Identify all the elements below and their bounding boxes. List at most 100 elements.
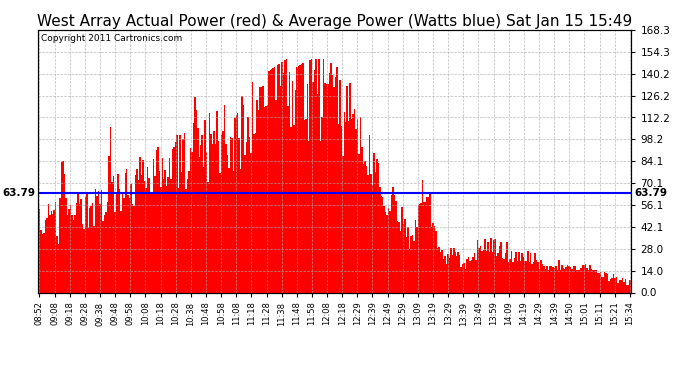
Bar [114, 212, 116, 292]
Bar [106, 212, 107, 292]
Bar [141, 175, 142, 292]
Bar [279, 64, 280, 292]
Bar [287, 106, 289, 292]
Bar [379, 187, 380, 292]
Bar [59, 198, 61, 292]
Bar [370, 174, 372, 292]
Bar [132, 204, 133, 292]
Bar [301, 64, 302, 292]
Bar [404, 219, 406, 292]
Bar [209, 113, 210, 292]
Bar [597, 273, 598, 292]
Bar [526, 261, 527, 292]
Bar [518, 252, 520, 292]
Bar [66, 198, 67, 292]
Bar [402, 207, 403, 292]
Bar [536, 260, 538, 292]
Bar [336, 66, 337, 292]
Bar [362, 147, 363, 292]
Bar [283, 73, 284, 292]
Bar [558, 260, 560, 292]
Bar [230, 136, 231, 292]
Bar [375, 172, 376, 292]
Bar [529, 262, 530, 292]
Bar [200, 146, 201, 292]
Bar [583, 265, 584, 292]
Bar [413, 241, 415, 292]
Bar [306, 84, 308, 292]
Bar [560, 270, 561, 292]
Bar [76, 203, 77, 292]
Bar [320, 141, 322, 292]
Bar [55, 202, 57, 292]
Bar [576, 270, 578, 292]
Bar [331, 63, 332, 292]
Bar [376, 159, 377, 292]
Bar [218, 141, 219, 292]
Bar [252, 82, 253, 292]
Bar [168, 177, 169, 292]
Text: 63.79: 63.79 [634, 188, 667, 198]
Bar [475, 260, 477, 292]
Bar [129, 198, 130, 292]
Bar [341, 126, 342, 292]
Bar [206, 152, 208, 292]
Bar [539, 268, 540, 292]
Bar [187, 178, 188, 292]
Bar [222, 130, 224, 292]
Bar [622, 278, 623, 292]
Bar [620, 280, 622, 292]
Bar [243, 105, 244, 292]
Bar [201, 135, 203, 292]
Bar [299, 64, 301, 292]
Bar [275, 100, 277, 292]
Bar [508, 262, 509, 292]
Bar [58, 244, 59, 292]
Bar [337, 124, 339, 292]
Bar [366, 166, 367, 292]
Bar [363, 164, 364, 292]
Bar [406, 237, 407, 292]
Bar [221, 135, 222, 292]
Bar [551, 266, 552, 292]
Bar [460, 267, 462, 292]
Bar [462, 264, 464, 292]
Bar [249, 136, 250, 292]
Bar [355, 129, 357, 292]
Bar [99, 204, 101, 292]
Bar [71, 215, 72, 292]
Bar [415, 220, 416, 292]
Bar [495, 239, 496, 292]
Bar [313, 82, 314, 292]
Bar [332, 75, 333, 292]
Bar [79, 204, 80, 292]
Bar [380, 196, 382, 292]
Bar [277, 65, 279, 292]
Bar [326, 84, 327, 292]
Bar [524, 261, 526, 292]
Bar [555, 266, 557, 292]
Bar [484, 239, 486, 292]
Bar [451, 255, 453, 292]
Bar [515, 252, 517, 292]
Bar [384, 206, 385, 292]
Bar [273, 68, 274, 292]
Bar [434, 226, 435, 292]
Bar [147, 167, 148, 292]
Bar [225, 144, 226, 292]
Bar [322, 117, 323, 292]
Bar [522, 257, 524, 292]
Bar [593, 270, 595, 292]
Bar [203, 167, 204, 292]
Bar [408, 249, 410, 292]
Bar [271, 69, 273, 292]
Bar [453, 248, 455, 292]
Bar [531, 264, 533, 292]
Bar [386, 215, 388, 292]
Bar [368, 135, 370, 292]
Bar [310, 60, 311, 292]
Bar [535, 253, 536, 292]
Bar [154, 176, 155, 292]
Bar [297, 66, 299, 292]
Bar [591, 269, 592, 292]
